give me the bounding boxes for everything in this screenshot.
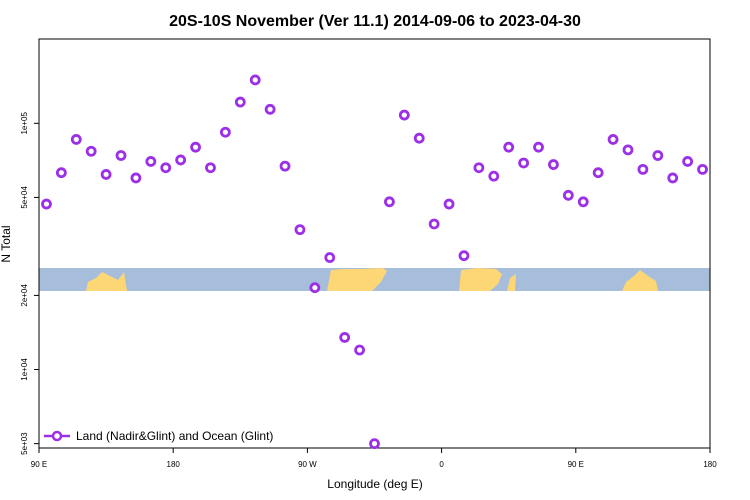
data-point xyxy=(175,154,187,166)
data-point xyxy=(309,282,321,294)
data-point xyxy=(384,196,395,208)
data-point xyxy=(398,109,410,121)
data-point xyxy=(264,103,276,115)
y-axis: 5e+03 1e+04 2e+04 5e+04 1e+05 xyxy=(20,112,39,455)
x-axis: 90 E 180 90 W 0 90 E 180 xyxy=(31,448,717,469)
x-tick-label: 90 E xyxy=(568,460,584,469)
legend-marker xyxy=(51,430,63,442)
data-point xyxy=(130,172,142,184)
data-point xyxy=(413,132,425,144)
map-land-0 xyxy=(86,272,127,291)
data-point xyxy=(369,438,380,450)
data-point xyxy=(324,252,336,263)
y-tick-label: 1e+05 xyxy=(20,112,29,135)
data-point xyxy=(219,126,231,138)
data-points xyxy=(41,74,708,450)
map-land-1 xyxy=(327,268,387,291)
data-point xyxy=(70,134,82,145)
data-point xyxy=(652,150,664,161)
data-point xyxy=(503,141,515,153)
map-land-2 xyxy=(459,268,502,291)
data-point xyxy=(160,162,172,174)
data-point xyxy=(443,198,455,210)
x-tick-label: 90 W xyxy=(298,460,317,469)
y-tick-label: 5e+03 xyxy=(20,432,29,455)
data-point xyxy=(577,196,589,208)
data-point xyxy=(682,156,694,167)
plot-frame xyxy=(38,38,711,449)
data-point xyxy=(518,157,530,169)
map-land-3 xyxy=(507,274,516,291)
data-point xyxy=(41,198,52,210)
data-point xyxy=(279,160,291,172)
data-point xyxy=(354,344,365,356)
data-point xyxy=(85,145,97,157)
data-point xyxy=(294,224,306,236)
x-axis-label: Longitude (deg E) xyxy=(327,477,422,491)
data-point xyxy=(115,150,127,161)
y-axis-label: N Total xyxy=(0,225,13,262)
data-point xyxy=(145,156,157,167)
data-point xyxy=(55,167,67,179)
data-point xyxy=(339,332,351,343)
x-tick-label: 0 xyxy=(439,460,444,469)
x-tick-label: 180 xyxy=(167,460,181,469)
data-point xyxy=(458,250,470,262)
x-tick-label: 180 xyxy=(703,460,717,469)
data-point xyxy=(100,169,112,180)
data-point xyxy=(548,159,559,170)
data-point xyxy=(533,141,544,153)
map-land-4 xyxy=(622,270,658,291)
data-point xyxy=(428,218,440,230)
data-point xyxy=(234,96,246,108)
data-point xyxy=(607,134,619,145)
data-point xyxy=(249,74,261,86)
y-tick-label: 2e+04 xyxy=(20,284,29,307)
y-tick-label: 5e+04 xyxy=(20,186,29,209)
data-point xyxy=(667,172,679,184)
data-point xyxy=(562,189,574,201)
data-point xyxy=(488,170,500,182)
legend-entry: Land (Nadir&Glint) and Ocean (Glint) xyxy=(76,429,273,443)
data-point xyxy=(205,162,216,174)
data-point xyxy=(473,162,485,174)
data-point xyxy=(190,141,201,153)
y-tick-label: 1e+04 xyxy=(20,358,29,381)
map-strip xyxy=(39,268,710,291)
chart-title: 20S-10S November (Ver 11.1) 2014-09-06 t… xyxy=(169,13,581,30)
data-point xyxy=(637,163,649,175)
data-point xyxy=(592,167,604,179)
x-tick-label: 90 E xyxy=(31,460,47,469)
data-point xyxy=(697,163,708,175)
legend: Land (Nadir&Glint) and Ocean (Glint) xyxy=(44,429,273,443)
data-point xyxy=(622,144,634,156)
